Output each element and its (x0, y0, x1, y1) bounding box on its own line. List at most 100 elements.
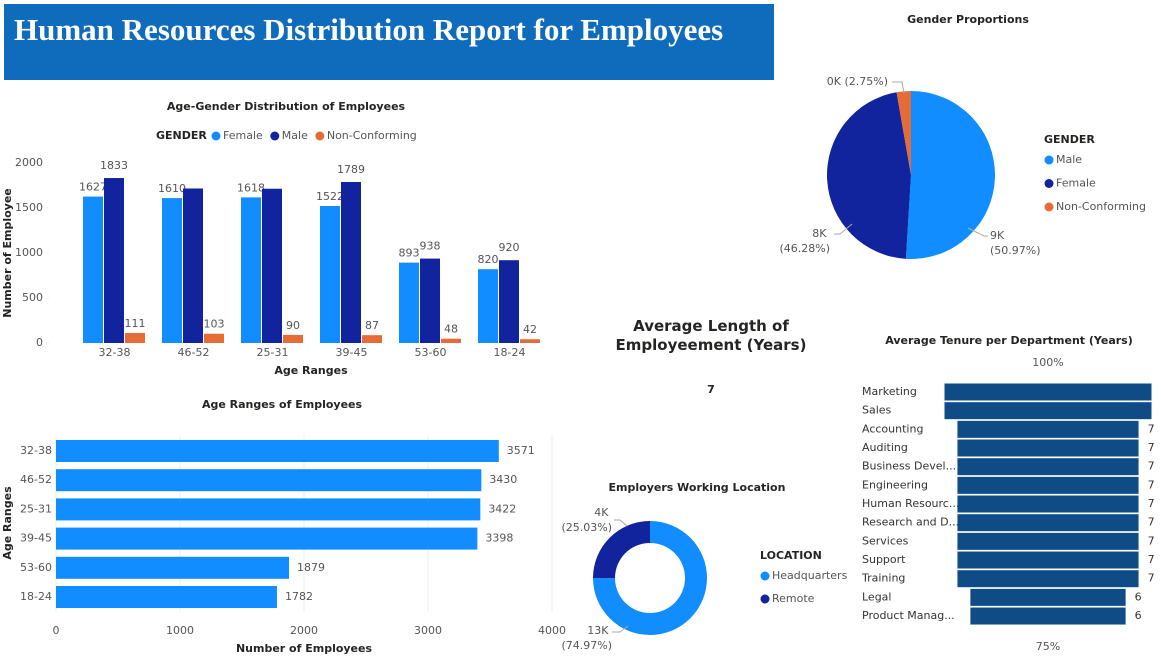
y-tick-label: 1000 (15, 246, 43, 259)
legend-dot (211, 131, 221, 141)
legend-dot (760, 594, 770, 604)
category-label: Services (862, 534, 909, 547)
data-label-part: (50.97%) (990, 244, 1041, 257)
y-tick-label: 32-38 (20, 444, 52, 457)
x-tick-label: 25-31 (257, 346, 289, 359)
category-label: Business Devel... (862, 460, 956, 473)
legend-label: Non-Conforming (1056, 200, 1146, 213)
chart-title: Age Ranges of Employees (202, 398, 363, 411)
legend-label: Headquarters (772, 569, 848, 582)
y-axis-label: Number of Employee (1, 188, 14, 318)
data-label: 9K (50.97%) (990, 229, 1041, 257)
data-label: 820 (478, 253, 499, 266)
legend-title: GENDER (1044, 133, 1095, 146)
bar (478, 269, 498, 343)
funnel-bar (970, 588, 1126, 606)
legend-dot (270, 131, 280, 141)
chart-title: Age-Gender Distribution of Employees (167, 100, 406, 113)
legend-label: Non-Conforming (327, 129, 417, 142)
y-tick-label: 39-45 (20, 532, 52, 545)
category-label: Training (861, 572, 905, 585)
category-label: Support (862, 553, 906, 566)
x-tick-label: 53-60 (415, 346, 447, 359)
category-label: Auditing (862, 441, 908, 454)
bar (420, 258, 440, 343)
x-tick-label: 39-45 (336, 346, 368, 359)
bar (104, 178, 124, 343)
category-label: Sales (862, 404, 892, 417)
data-label: 13K (74.97%) (561, 624, 612, 652)
y-tick-label: 2000 (15, 156, 43, 169)
data-label: 7 (1148, 572, 1155, 585)
funnel-bar (957, 514, 1139, 532)
data-label: 893 (399, 247, 420, 260)
funnel-bar (957, 551, 1139, 569)
data-label: 7 (1148, 553, 1155, 566)
x-tick-label: 2000 (290, 624, 318, 637)
data-label: 0K (2.75%) (827, 75, 888, 88)
legend-dot (760, 571, 770, 581)
data-label: 920 (499, 241, 520, 254)
bar (56, 498, 481, 521)
data-label: 48 (444, 323, 458, 336)
donut-slice (593, 521, 708, 636)
funnel-bar (970, 607, 1126, 625)
data-label: 7 (1148, 516, 1155, 529)
card-title: Average Length of Employeement (Years) (615, 317, 807, 354)
data-label: 7 (1148, 422, 1155, 435)
chart-title: Employers Working Location (609, 481, 786, 494)
legend-dot (1044, 202, 1054, 212)
legend-label: Remote (772, 592, 815, 605)
legend-dot (1044, 179, 1054, 188)
legend-title: GENDER (156, 129, 207, 142)
category-label: Marketing (862, 385, 917, 398)
bar (283, 334, 303, 343)
data-label: 7 (1148, 534, 1155, 547)
x-tick-label: 4000 (538, 624, 566, 637)
data-label: 1610 (158, 182, 186, 195)
data-label: 1833 (100, 159, 128, 172)
bar (56, 527, 478, 550)
legend-title: LOCATION (760, 549, 822, 562)
data-label: 87 (365, 319, 379, 332)
data-label: 7 (1148, 497, 1155, 510)
legend-label: Male (1056, 153, 1082, 166)
data-label: 1618 (237, 181, 265, 194)
x-axis-label: Number of Employees (236, 642, 373, 655)
x-axis-label: Age Ranges (274, 364, 348, 377)
bar (56, 586, 277, 608)
bar (204, 333, 224, 343)
bar (56, 469, 482, 492)
legend-label: Male (282, 129, 308, 142)
data-label: 3398 (485, 532, 513, 545)
y-tick-label: 25-31 (20, 502, 52, 515)
funnel-bar (957, 458, 1139, 476)
x-tick-label: 3000 (414, 624, 442, 637)
bar (499, 260, 519, 343)
data-label: 6 (1135, 590, 1142, 603)
category-label: Research and D... (862, 516, 959, 529)
leader-line (614, 519, 628, 527)
bar (183, 188, 203, 343)
data-label: 1782 (285, 590, 313, 603)
data-label: 1627 (79, 181, 107, 194)
bar (262, 188, 282, 343)
bar (241, 197, 261, 343)
bar (441, 338, 461, 343)
leader-line (834, 223, 853, 235)
bar (520, 339, 540, 343)
category-label: Engineering (862, 478, 928, 491)
funnel-bar (944, 402, 1152, 420)
category-label: Human Resourc... (862, 497, 959, 510)
data-label-part: 13K (587, 624, 612, 637)
funnel-bar (957, 439, 1139, 457)
y-tick-label: 18-24 (20, 590, 52, 603)
data-label: 4K (25.03%) (561, 506, 612, 534)
legend-label: Female (223, 129, 263, 142)
data-label: 7 (1148, 460, 1155, 473)
legend-dot (315, 131, 325, 141)
bar (362, 335, 382, 343)
data-label-part: (25.03%) (561, 521, 612, 534)
funnel-bar (957, 532, 1139, 550)
funnel-bar (957, 420, 1139, 438)
